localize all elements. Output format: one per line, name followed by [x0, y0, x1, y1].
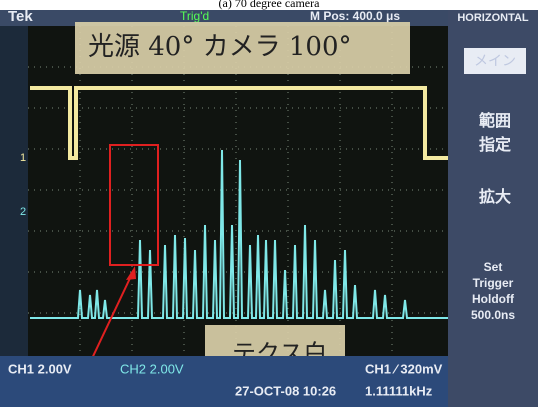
trigger-state: Trig'd	[180, 9, 209, 23]
position: M Pos: 400.0 μs	[310, 9, 400, 23]
menu-zoom: 拡大	[479, 187, 511, 206]
arrow-head	[126, 266, 136, 280]
brand: Tek	[8, 8, 33, 25]
menu-main-box	[464, 48, 526, 74]
ch2-marker: 2	[20, 206, 26, 218]
ch1-marker: 1	[20, 152, 26, 164]
date: 27-OCT-08 10:26	[235, 383, 336, 398]
menu-holdoff: Set	[484, 260, 503, 274]
caption: (a) 70 degree camera	[219, 0, 321, 10]
menu-range: 範囲	[478, 111, 511, 130]
menu-range: 指定	[479, 135, 511, 154]
ch1-trace	[30, 86, 448, 160]
frequency: 1.11111kHz	[365, 383, 433, 398]
tape-top	[75, 22, 410, 74]
note-top: 光源 40° カメラ 100°	[88, 32, 352, 62]
ch2-scale: CH2 2.00V	[120, 361, 184, 376]
ch1-scale: CH1 2.00V	[8, 361, 72, 376]
ch2-trace	[30, 149, 448, 319]
menu-holdoff: 500.0ns	[471, 308, 515, 322]
menu-holdoff: Holdoff	[472, 292, 515, 306]
status-bar	[0, 356, 448, 407]
trigger-level: CH1 ∕ 320mV	[365, 361, 443, 376]
menu-panel	[448, 10, 538, 407]
caption-band	[0, 0, 538, 10]
menu-main: メイン	[474, 53, 516, 69]
menu-holdoff: Trigger	[473, 276, 514, 290]
highlight-box	[109, 144, 159, 266]
menu-title: HORIZONTAL	[457, 12, 529, 24]
